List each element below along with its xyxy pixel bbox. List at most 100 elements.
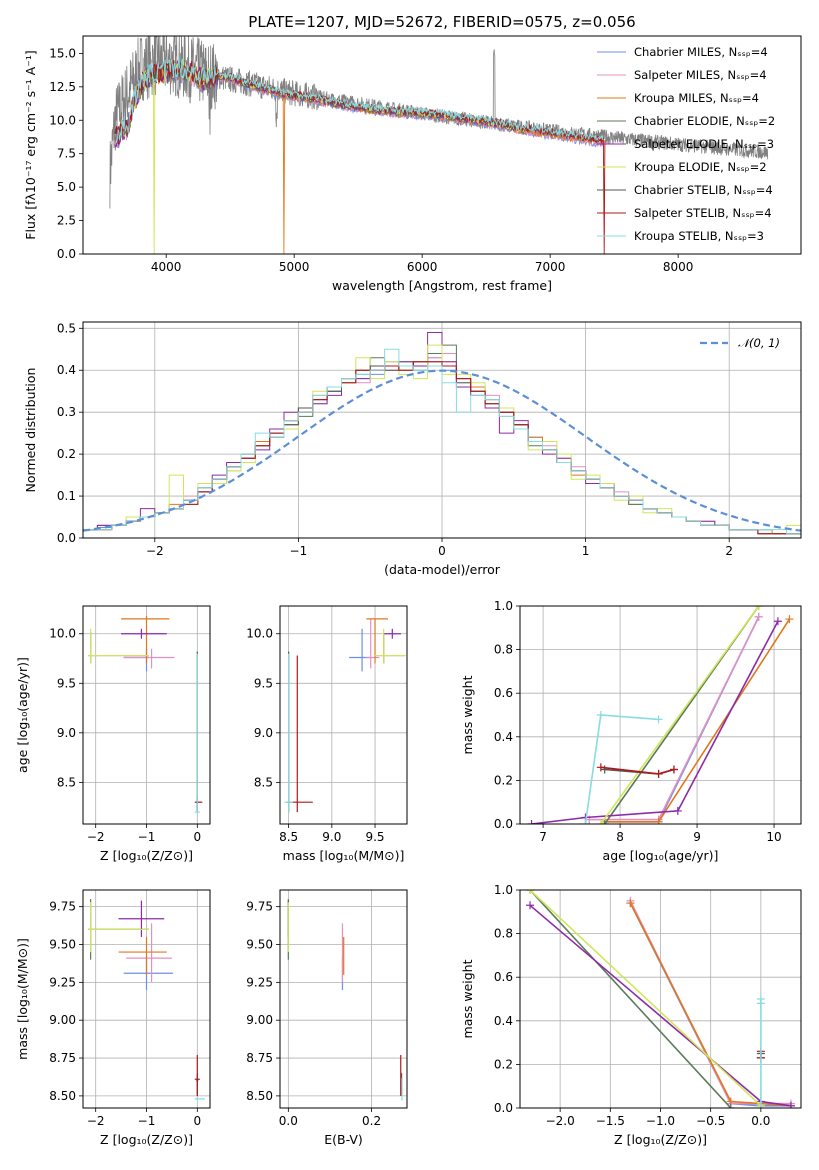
errorbar-point-kroupa_stelib — [194, 653, 200, 813]
y-tick-label: 9.5 — [57, 676, 76, 690]
errorbar-point-chabrier_miles — [349, 628, 371, 672]
y-tick-label: 0.0 — [57, 531, 76, 545]
x-tick-label: −1.0 — [646, 1114, 675, 1128]
weight-marker-salpeter_elodie — [786, 1101, 795, 1108]
weight-marker-chabrier_elodie — [600, 820, 609, 824]
residuals-panel: −2 −1 0 1 2 0.0 0.1 0.2 0.3 0.4 0.5 (data-model)/er… — [23, 321, 802, 577]
errorbar-point-kroupa_miles — [118, 936, 167, 975]
legend: Chabrier MILES, Nₛₛₚ=4 Salpeter MILES, Nₛ… — [597, 45, 775, 243]
weight-marker-kroupa_miles — [626, 899, 635, 908]
legend-label: Salpeter STELIB, Nₛₛₚ=4 — [634, 206, 772, 220]
x-tick-label: 0 — [438, 544, 446, 558]
x-tick-label: −2 — [87, 1114, 105, 1128]
axes-frame — [82, 605, 211, 825]
age_vs_Z-panel: −2 −1 0 8.5 9.0 9.5 10.0 Z [log₁₀(Z/Z⊙)] age [lo… — [15, 605, 211, 863]
weight-line-kroupa_elodie — [600, 606, 760, 824]
weight-marker-kroupa_elodie — [596, 820, 605, 824]
y-tick-label: 0.8 — [494, 643, 513, 657]
y-tick-label: 0.0 — [494, 817, 513, 831]
y-tick-label: 0.2 — [494, 773, 513, 787]
x-tick-label: 9.0 — [322, 830, 341, 844]
x-tick-label: 0.0 — [279, 1114, 298, 1128]
x-tick-label: 7 — [539, 830, 547, 844]
x-tick-label: 7000 — [535, 260, 566, 274]
legend-label: Salpeter MILES, Nₛₛₚ=4 — [634, 68, 767, 82]
x-tick-label: 10 — [766, 830, 781, 844]
x-tick-label: 0.2 — [362, 1114, 381, 1128]
errorbar-point-kroupa_stelib — [284, 653, 293, 813]
x-tick-label: 0.0 — [751, 1114, 770, 1128]
axes-frame — [279, 889, 408, 1109]
x-tick-label: −1 — [290, 544, 308, 558]
errorbar-point-salpeter_stelib — [194, 1055, 200, 1096]
errorbar-point-chabrier_miles — [123, 648, 150, 672]
histogram-kroupa_elodie — [83, 344, 801, 535]
x-tick-label: 8000 — [663, 260, 694, 274]
x-axis-label: Z [log₁₀(Z/Z⊙)] — [100, 1132, 193, 1147]
weight-marker-salpeter_elodie — [527, 820, 536, 824]
y-axis-label: mass [log₁₀(M/M⊙)] — [15, 938, 30, 1060]
weight-marker-salpeter_elodie — [773, 617, 782, 626]
mw_vs_Z-plot-area — [526, 890, 795, 1108]
errorbar-point-kroupa_stelib — [194, 1097, 205, 1101]
mw_vs_Z-panel: −2.0 −1.5 −1.0 −0.5 0.0 0.0 0.2 0.4 0.6 0.8 1.0 Z [… — [460, 883, 802, 1147]
weight-marker-kroupa_elodie — [754, 606, 763, 610]
mass_vs_Z-panel: −2 −1 0 8.50 8.75 9.00 9.25 9.50 9.75 Z [log₁₀(Z/… — [15, 889, 211, 1147]
x-tick-label: −0.5 — [696, 1114, 725, 1128]
errorbar-point-salpeter_miles — [366, 618, 380, 669]
y-tick-label: 1.0 — [494, 883, 513, 897]
errorbar-point-kroupa_miles — [366, 618, 388, 664]
legend-label: Kroupa MILES, Nₛₛₚ=4 — [634, 91, 759, 105]
y-tick-label: 8.75 — [49, 1051, 76, 1065]
x-axis-label: (data-model)/error — [384, 562, 501, 577]
chart-title: PLATE=1207, MJD=52672, FIBERID=0575, z=0… — [248, 13, 635, 31]
x-tick-label: 6000 — [407, 260, 438, 274]
legend-label: Chabrier ELODIE, Nₛₛₚ=2 — [634, 114, 775, 128]
y-tick-label: 8.5 — [57, 775, 76, 789]
legend-label: Kroupa STELIB, Nₛₛₚ=3 — [634, 229, 764, 243]
y-tick-label: 9.50 — [49, 938, 76, 952]
y-tick-label: 9.75 — [49, 900, 76, 914]
errorbar-point-salpeter_stelib — [194, 797, 203, 813]
errorbar-point-salpeter_elodie — [121, 628, 167, 639]
x-axis-label: E(B-V) — [324, 1132, 363, 1147]
mass_vs_ebv-plot-area — [287, 899, 403, 1101]
y-axis-label: mass weight — [460, 675, 475, 754]
axes-frame — [82, 35, 802, 255]
x-axis-label: Z [log₁₀(Z/Z⊙)] — [614, 1132, 707, 1147]
y-tick-label: 9.5 — [254, 676, 273, 690]
x-tick-label: 9.5 — [365, 830, 384, 844]
mw_vs_age-panel: 7 8 9 10 0.0 0.2 0.4 0.6 0.8 1.0 age [log₁₀(age/yr… — [460, 599, 802, 863]
weight-line-kroupa_miles — [629, 902, 792, 1107]
errorbar-point-kroupa_elodie — [88, 902, 150, 953]
mw_vs_age-plot-area — [527, 606, 794, 824]
y-tick-label: 2.5 — [57, 214, 76, 228]
errorbar-point-salpeter_elodie — [383, 628, 401, 639]
x-tick-label: −1 — [138, 830, 156, 844]
y-tick-label: 0.4 — [494, 1014, 513, 1028]
y-tick-label: 0.4 — [494, 730, 513, 744]
x-tick-label: 8 — [616, 830, 624, 844]
legend-label: Chabrier STELIB, Nₛₛₚ=4 — [634, 183, 773, 197]
errorbar-point-salpeter_miles — [123, 648, 175, 669]
y-tick-label: 9.50 — [246, 938, 273, 952]
y-tick-label: 9.75 — [246, 900, 273, 914]
x-axis-label: age [log₁₀(age/yr)] — [603, 848, 719, 863]
x-tick-label: −2 — [146, 544, 164, 558]
y-tick-label: 12.5 — [49, 80, 76, 94]
y-tick-label: 8.50 — [49, 1089, 76, 1103]
weight-marker-salpeter_stelib — [654, 769, 663, 778]
y-tick-label: 15.0 — [49, 46, 76, 60]
model-line-chabrier_stelib — [114, 59, 604, 144]
histogram-kroupa_stelib — [83, 348, 801, 535]
model-line-kroupa_stelib — [114, 57, 604, 143]
y-axis-label: Normed distribution — [23, 368, 38, 493]
x-tick-label: −2 — [87, 830, 105, 844]
x-tick-label: 4000 — [151, 260, 182, 274]
y-tick-label: 0.0 — [494, 1101, 513, 1115]
y-tick-label: 7.5 — [57, 147, 76, 161]
legend-label: Salpeter ELODIE, Nₛₛₚ=3 — [634, 137, 774, 151]
axes-frame — [279, 605, 408, 825]
errorbar-point-salpeter_elodie — [118, 900, 165, 937]
y-tick-label: 0.6 — [494, 686, 513, 700]
